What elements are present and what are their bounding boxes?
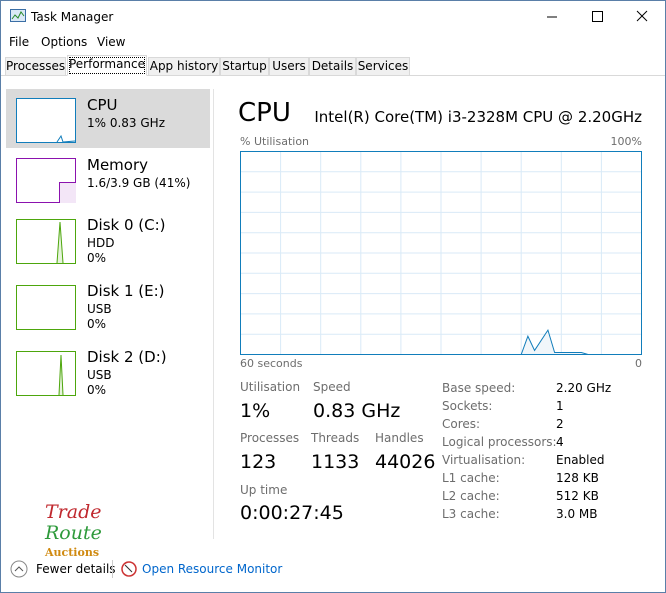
menu-item[interactable]: Options bbox=[41, 35, 88, 49]
collapse-icon[interactable] bbox=[10, 560, 28, 578]
window-title: Task Manager bbox=[31, 10, 114, 24]
stat-detail-value: 1 bbox=[556, 399, 564, 413]
sidebar-name[interactable]: Disk 0 (C:) bbox=[87, 216, 166, 234]
stat-detail-value: 512 KB bbox=[556, 489, 599, 503]
tab[interactable]: Startup bbox=[220, 57, 269, 76]
sidebar-detail: 1.6/3.9 GB (41%) bbox=[87, 176, 191, 190]
cpu-thumbnail bbox=[16, 98, 76, 143]
stat-detail-value: 2.20 GHz bbox=[556, 381, 612, 395]
stat-label: Speed bbox=[313, 380, 351, 394]
stat-detail-value: 128 KB bbox=[556, 471, 599, 485]
cpu-line bbox=[240, 328, 642, 355]
disk-thumbnail bbox=[16, 285, 76, 330]
disk-thumbnail bbox=[16, 351, 76, 396]
disk-thumbnail bbox=[16, 219, 76, 264]
stat-detail-value: Enabled bbox=[556, 453, 605, 467]
cpu-graph bbox=[240, 151, 642, 355]
cpu-model: Intel(R) Core(TM) i3-2328M CPU @ 2.20GHz bbox=[314, 108, 642, 126]
divider bbox=[213, 89, 214, 539]
fewer-details[interactable]: Fewer details bbox=[36, 562, 116, 576]
tab[interactable]: Processes bbox=[5, 57, 66, 76]
tab[interactable]: Users bbox=[269, 57, 309, 76]
memory-thumbnail bbox=[16, 158, 76, 203]
sidebar-detail: 0% bbox=[87, 251, 107, 265]
logo-line: Route bbox=[45, 522, 102, 544]
stat-label: Utilisation bbox=[240, 380, 301, 394]
stat-value: 44026 bbox=[375, 451, 436, 473]
stat-detail-value: 3.0 MB bbox=[556, 507, 598, 521]
stat-label: Handles bbox=[375, 431, 424, 445]
app-icon bbox=[10, 9, 26, 22]
sidebar-name[interactable]: Disk 2 (D:) bbox=[87, 348, 167, 366]
stat-label: Processes bbox=[240, 431, 300, 445]
stat-value: 1133 bbox=[311, 451, 360, 473]
sidebar-detail: 1% 0.83 GHz bbox=[87, 116, 166, 130]
stat-detail-label: Virtualisation: bbox=[442, 453, 526, 467]
sidebar-name[interactable]: Memory bbox=[87, 156, 149, 174]
resource-monitor-icon bbox=[121, 561, 137, 577]
stat-detail-label: L3 cache: bbox=[442, 507, 500, 521]
stat-detail-value: 2 bbox=[556, 417, 564, 431]
sidebar-detail: USB bbox=[87, 302, 112, 316]
tab[interactable]: Services bbox=[356, 57, 410, 76]
stat-detail-label: Cores: bbox=[442, 417, 481, 431]
x-left-label: 60 seconds bbox=[240, 357, 303, 370]
stat-value: 0.83 GHz bbox=[313, 400, 401, 422]
window-controls[interactable] bbox=[541, 7, 661, 27]
stat-detail-label: Base speed: bbox=[442, 381, 516, 395]
logo-line: Auctions bbox=[45, 546, 100, 559]
logo-line: Trade bbox=[45, 501, 102, 523]
tab[interactable]: App history bbox=[148, 57, 220, 76]
menu-item[interactable]: View bbox=[97, 35, 126, 49]
stat-detail-label: L1 cache: bbox=[442, 471, 500, 485]
sidebar-detail: 0% bbox=[87, 383, 107, 397]
sidebar-detail: 0% bbox=[87, 317, 107, 331]
menu-item[interactable]: File bbox=[9, 35, 30, 49]
sidebar-detail: USB bbox=[87, 368, 112, 382]
sidebar-name[interactable]: Disk 1 (E:) bbox=[87, 282, 165, 300]
stat-value: 0:00:27:45 bbox=[240, 502, 344, 524]
main-title: CPU bbox=[238, 98, 291, 128]
sidebar-name[interactable]: CPU bbox=[87, 96, 118, 114]
sidebar-detail: HDD bbox=[87, 236, 115, 250]
stat-detail-label: Logical processors: bbox=[442, 435, 557, 449]
stat-detail-label: Sockets: bbox=[442, 399, 493, 413]
x-right-label: 0 bbox=[635, 357, 642, 370]
stat-value: 123 bbox=[240, 451, 277, 473]
stat-detail-value: 4 bbox=[556, 435, 564, 449]
open-resource-monitor[interactable]: Open Resource Monitor bbox=[142, 562, 283, 576]
tab-selected[interactable]: Performance bbox=[67, 55, 147, 76]
stat-label: Up time bbox=[240, 483, 288, 497]
stat-label: Threads bbox=[311, 431, 360, 445]
tab[interactable]: Details bbox=[309, 57, 356, 76]
stat-value: 1% bbox=[240, 400, 271, 422]
stat-detail-label: L2 cache: bbox=[442, 489, 500, 503]
y-axis-label: % Utilisation bbox=[240, 135, 310, 148]
cpu-area bbox=[240, 330, 642, 355]
footer-separator bbox=[112, 560, 113, 578]
y-max-label: 100% bbox=[610, 135, 642, 148]
graph-border bbox=[240, 151, 642, 355]
